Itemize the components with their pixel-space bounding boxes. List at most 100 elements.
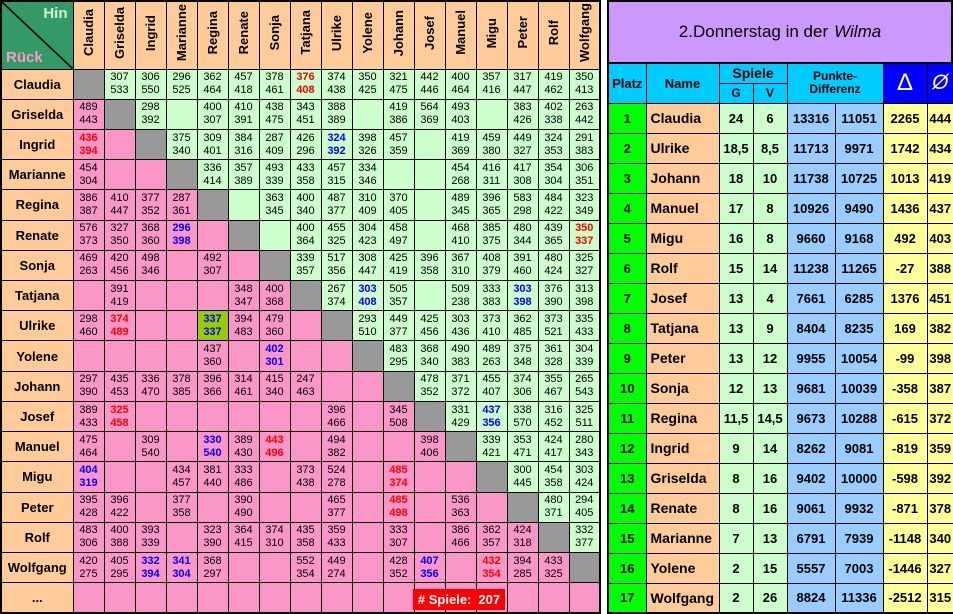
standings-cell-average[interactable]: 378 bbox=[926, 492, 953, 524]
standings-cell-points-for[interactable]: 6791 bbox=[786, 522, 836, 554]
matrix-col-header[interactable]: Peter bbox=[506, 0, 539, 70]
matrix-col-header[interactable]: Tatjana bbox=[289, 0, 322, 70]
matrix-cell[interactable]: 363 345 bbox=[258, 189, 291, 221]
matrix-cell[interactable] bbox=[134, 340, 167, 372]
matrix-cell[interactable]: 407 356 bbox=[413, 551, 446, 584]
matrix-cell[interactable]: 416 311 bbox=[475, 159, 508, 191]
matrix-cell[interactable] bbox=[320, 310, 353, 342]
matrix-row-label[interactable]: Tatjana bbox=[0, 280, 74, 312]
matrix-row-label[interactable]: Regina bbox=[0, 189, 74, 221]
matrix-cell[interactable] bbox=[134, 128, 167, 161]
matrix-cell[interactable]: 435 453 bbox=[103, 370, 136, 402]
matrix-cell[interactable]: 384 316 bbox=[227, 128, 260, 161]
matrix-cell[interactable]: 454 358 bbox=[537, 461, 570, 493]
matrix-cell[interactable] bbox=[165, 249, 198, 282]
matrix-cell[interactable]: 338 570 bbox=[506, 400, 539, 433]
matrix-cell[interactable]: 385 375 bbox=[475, 219, 508, 251]
matrix-cell[interactable] bbox=[258, 249, 291, 282]
matrix-cell[interactable] bbox=[351, 521, 384, 554]
standings-cell-name[interactable]: Peter bbox=[645, 342, 720, 374]
matrix-cell[interactable]: 306 550 bbox=[134, 68, 167, 100]
matrix-cell[interactable] bbox=[134, 159, 167, 191]
matrix-cell[interactable] bbox=[103, 340, 136, 372]
matrix-cell[interactable]: 370 405 bbox=[382, 189, 415, 221]
matrix-cell[interactable]: 505 357 bbox=[382, 280, 415, 312]
matrix-cell[interactable]: 357 389 bbox=[227, 159, 260, 191]
standings-cell-points-for[interactable]: 11238 bbox=[786, 252, 836, 284]
standings-cell-delta[interactable]: -27 bbox=[882, 252, 928, 284]
matrix-cell[interactable] bbox=[506, 582, 539, 614]
matrix-cell[interactable]: 374 438 bbox=[320, 68, 353, 100]
standings-cell-average[interactable]: 388 bbox=[926, 252, 953, 284]
matrix-cell[interactable] bbox=[103, 461, 136, 493]
standings-cell-games-won[interactable]: 8 bbox=[718, 462, 754, 494]
matrix-col-header[interactable]: Claudia bbox=[72, 0, 105, 70]
matrix-cell[interactable]: 298 392 bbox=[134, 98, 167, 130]
matrix-cell[interactable]: 478 352 bbox=[413, 370, 446, 402]
matrix-cell[interactable] bbox=[351, 370, 384, 402]
matrix-cell[interactable] bbox=[475, 491, 508, 523]
standings-cell-games-won[interactable]: 8 bbox=[718, 492, 754, 524]
standings-cell-name[interactable]: Yolene bbox=[645, 552, 720, 584]
matrix-cell[interactable] bbox=[103, 98, 136, 130]
matrix-row-label[interactable]: Renate bbox=[0, 219, 74, 251]
matrix-cell[interactable] bbox=[165, 310, 198, 342]
standings-cell-points-for[interactable]: 9402 bbox=[786, 462, 836, 494]
matrix-cell[interactable]: 524 278 bbox=[320, 461, 353, 493]
standings-cell-name[interactable]: Marianne bbox=[645, 522, 720, 554]
standings-cell-points-against[interactable]: 9932 bbox=[834, 492, 884, 524]
matrix-cell[interactable]: 390 490 bbox=[227, 491, 260, 523]
matrix-cell[interactable] bbox=[413, 219, 446, 251]
matrix-cell[interactable]: 368 340 bbox=[413, 340, 446, 372]
matrix-cell[interactable]: 359 433 bbox=[320, 521, 353, 554]
standings-cell-name[interactable]: Migu bbox=[645, 222, 720, 254]
standings-cell-points-against[interactable]: 10725 bbox=[834, 162, 884, 194]
matrix-cell[interactable]: 362 357 bbox=[475, 521, 508, 554]
matrix-cell[interactable]: 424 417 bbox=[537, 431, 570, 463]
standings-cell-games-lost[interactable]: 13 bbox=[752, 372, 788, 404]
matrix-cell[interactable]: 402 301 bbox=[258, 340, 291, 372]
matrix-cell[interactable]: 325 458 bbox=[103, 400, 136, 433]
matrix-cell[interactable]: 449 274 bbox=[320, 551, 353, 584]
standings-cell-average[interactable]: 387 bbox=[926, 372, 953, 404]
matrix-cell[interactable] bbox=[320, 582, 353, 614]
matrix-cell[interactable]: 389 430 bbox=[227, 431, 260, 463]
matrix-cell[interactable]: 377 352 bbox=[134, 189, 167, 221]
matrix-cell[interactable]: 410 391 bbox=[227, 98, 260, 130]
standings-cell-platz[interactable]: 10 bbox=[607, 372, 647, 404]
standings-cell-delta[interactable]: -871 bbox=[882, 492, 928, 524]
matrix-cell[interactable]: 420 456 bbox=[103, 249, 136, 282]
standings-cell-points-for[interactable]: 8404 bbox=[786, 312, 836, 344]
matrix-cell[interactable]: 410 447 bbox=[103, 189, 136, 221]
matrix-cell[interactable]: 489 443 bbox=[72, 98, 105, 130]
matrix-cell[interactable]: 433 358 bbox=[289, 159, 322, 191]
matrix-cell[interactable]: 435 358 bbox=[289, 521, 322, 554]
matrix-cell[interactable]: 498 346 bbox=[134, 249, 167, 282]
matrix-cell[interactable] bbox=[103, 159, 136, 191]
matrix-cell[interactable]: 309 540 bbox=[134, 431, 167, 463]
matrix-cell[interactable] bbox=[289, 431, 322, 463]
matrix-cell[interactable] bbox=[165, 400, 198, 433]
matrix-cell[interactable] bbox=[196, 582, 229, 614]
matrix-col-header[interactable]: Renate bbox=[227, 0, 260, 70]
matrix-cell[interactable]: 458 497 bbox=[382, 219, 415, 251]
standings-cell-delta[interactable]: -1446 bbox=[882, 552, 928, 584]
matrix-cell[interactable]: 350 337 bbox=[568, 219, 601, 251]
matrix-row-label-ellipsis[interactable]: ... bbox=[0, 582, 74, 614]
matrix-cell[interactable]: 400 307 bbox=[196, 98, 229, 130]
matrix-cell[interactable]: 267 374 bbox=[320, 280, 353, 312]
matrix-col-header[interactable]: Griselda bbox=[103, 0, 136, 70]
matrix-cell[interactable]: 425 419 bbox=[382, 249, 415, 282]
matrix-cell[interactable]: 374 489 bbox=[103, 310, 136, 342]
matrix-cell[interactable]: 330 540 bbox=[196, 431, 229, 463]
matrix-cell[interactable] bbox=[289, 582, 322, 614]
matrix-cell[interactable]: 296 398 bbox=[165, 219, 198, 251]
matrix-cell[interactable] bbox=[134, 491, 167, 523]
matrix-cell[interactable]: 321 475 bbox=[382, 68, 415, 100]
standings-cell-platz[interactable]: 1 bbox=[607, 102, 647, 134]
matrix-col-header[interactable]: Ingrid bbox=[134, 0, 167, 70]
matrix-cell[interactable] bbox=[72, 280, 105, 312]
standings-cell-games-lost[interactable]: 16 bbox=[752, 492, 788, 524]
matrix-cell[interactable]: 455 325 bbox=[320, 219, 353, 251]
matrix-cell[interactable]: 419 386 bbox=[382, 98, 415, 130]
